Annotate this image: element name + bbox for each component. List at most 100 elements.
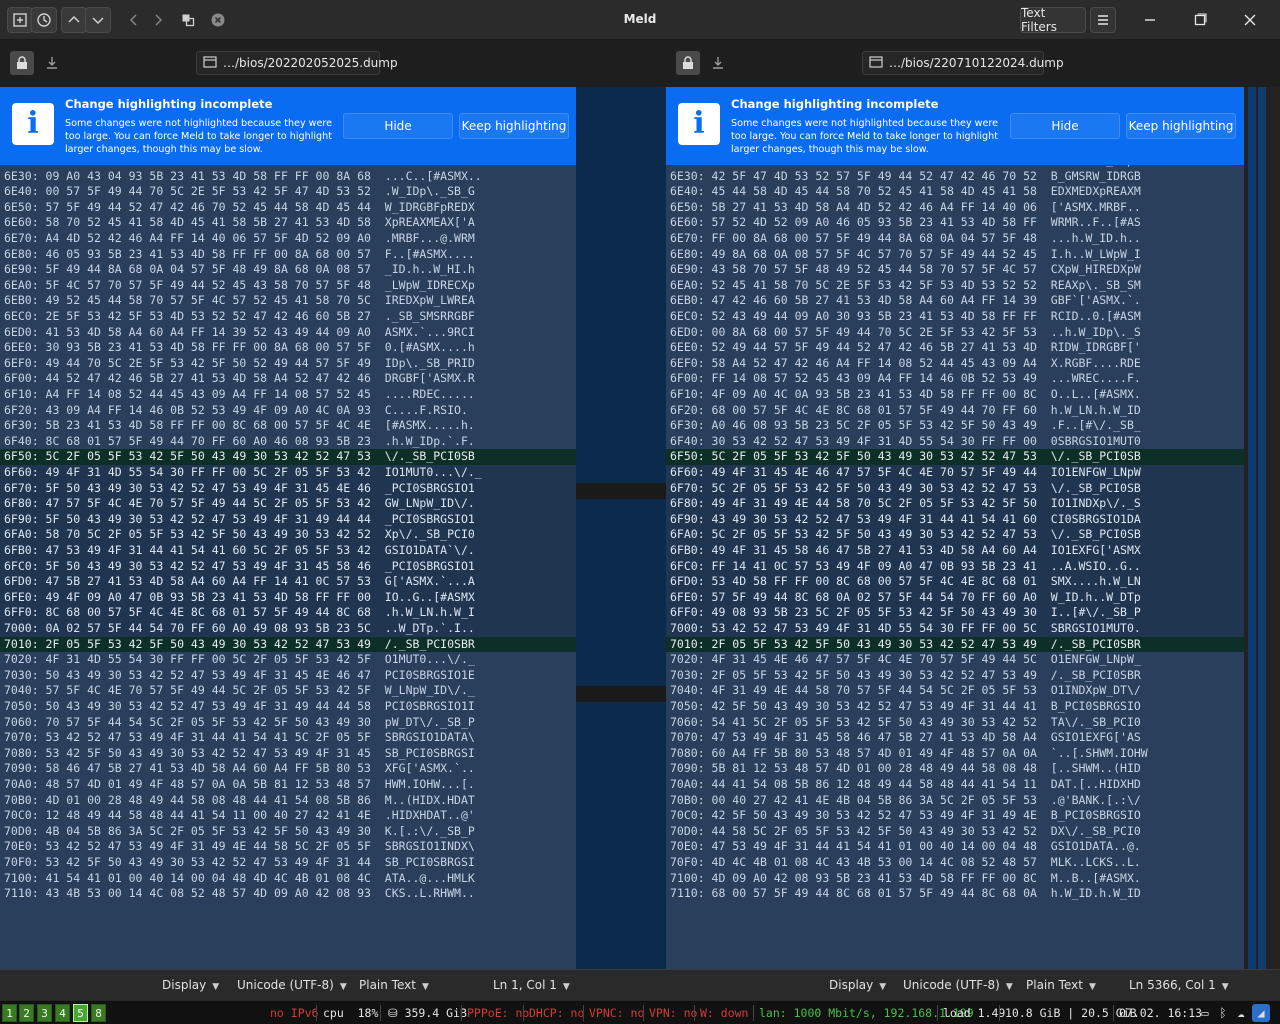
hex-line: 6ED0: 00 8A 68 00 57 5F 49 44 70 5C 2E 5…	[670, 324, 1141, 339]
right-position-menu[interactable]: Ln 5366, Col 1 ▼	[1129, 978, 1229, 992]
hex-line: 7060: 54 41 5C 2F 05 5F 53 42 5F 50 43 4…	[670, 714, 1141, 729]
hex-line: 70C0: 12 48 49 44 58 48 44 41 54 11 00 4…	[4, 808, 475, 823]
left-file-path-text: …/bios/202202052025.dump	[223, 56, 398, 70]
right-syntax-menu[interactable]: Plain Text ▼	[1026, 978, 1096, 992]
hex-line: 70F0: 53 42 5F 50 43 49 30 53 42 52 47 5…	[4, 855, 475, 869]
hex-line: 6E80: 49 8A 68 0A 08 57 5F 4C 57 70 57 5…	[670, 246, 1141, 261]
keep-highlighting-button[interactable]: Keep highlighting	[1126, 113, 1236, 139]
diff-overview-scrollbar[interactable]	[1244, 87, 1280, 969]
chevron-left-icon[interactable]	[121, 7, 147, 33]
hex-line: 7070: 53 42 52 47 53 49 4F 31 44 41 54 4…	[4, 730, 475, 745]
load-average: load 1.49	[943, 1006, 1006, 1020]
hex-line: 6F80: 47 57 5F 4C 4E 70 57 5F 49 44 5C 2…	[0, 496, 576, 512]
save-icon[interactable]	[40, 51, 64, 75]
ipv6-status: no IPv6	[270, 1006, 319, 1020]
vpn-status: VPN: no	[649, 1006, 698, 1020]
hex-line: 7090: 58 46 47 5B 27 41 53 4D 58 A4 60 A…	[4, 761, 475, 776]
right-encoding-menu[interactable]: Unicode (UTF-8) ▼	[903, 978, 1013, 992]
hex-line: 6F40: 30 53 42 52 47 53 49 4F 31 4D 55 5…	[670, 433, 1141, 448]
chevron-down-icon[interactable]	[85, 7, 111, 33]
workspace-3[interactable]: 3	[37, 1004, 52, 1022]
recent-history-icon[interactable]	[31, 7, 57, 33]
workspace-4[interactable]: 4	[55, 1004, 70, 1022]
message-tray-icon[interactable]: ▭	[1201, 1006, 1209, 1020]
network-manager-icon[interactable]: ◢	[1252, 1004, 1270, 1022]
hex-line: 6E80: 46 05 93 5B 23 41 53 4D 58 FF FF 0…	[4, 246, 475, 261]
hamburger-menu-icon[interactable]	[1090, 7, 1116, 33]
chevron-up-icon[interactable]	[61, 7, 87, 33]
hex-line: 6F30: A0 46 08 93 5B 23 5C 2F 05 5F 53 4…	[670, 418, 1141, 433]
hex-line: 7110: 68 00 57 5F 49 44 8C 68 01 57 5F 4…	[670, 886, 1141, 901]
hex-line: 6FC0: FF 14 41 0C 57 53 49 4F 09 A0 47 0…	[666, 558, 1244, 575]
chevron-down-icon: ▼	[1005, 982, 1013, 992]
hide-button[interactable]: Hide	[343, 113, 453, 139]
left-position-menu[interactable]: Ln 1, Col 1 ▼	[493, 978, 570, 992]
left-hex-pane[interactable]: 6E20: 52 42 46 0A 04 4D 45 41 58 14 4D 0…	[0, 87, 576, 969]
hex-line: 70D0: 4B 04 5B 86 3A 5C 2F 05 5F 53 42 5…	[4, 823, 475, 838]
banner-title: Change highlighting incomplete	[65, 97, 273, 111]
chevron-down-icon: ▼	[1088, 982, 1096, 992]
maximize-icon[interactable]	[1187, 7, 1213, 33]
hex-line: 6F80: 49 4F 31 49 4E 44 58 70 5C 2F 05 5…	[666, 496, 1244, 512]
minimize-icon[interactable]	[1137, 7, 1163, 33]
hex-line: 7040: 57 5F 4C 4E 70 57 5F 49 44 5C 2F 0…	[4, 683, 475, 698]
link-map[interactable]	[576, 87, 667, 969]
banner-message: Some changes were not highlighted becaus…	[731, 118, 999, 155]
copy-icon[interactable]	[175, 7, 201, 33]
hex-line: 6FC0: 5F 50 43 49 30 53 42 52 47 53 49 4…	[0, 558, 576, 575]
position-label: Ln 5366, Col 1	[1129, 978, 1216, 992]
hex-line: 6E90: 43 58 70 57 5F 48 49 52 45 44 58 7…	[670, 262, 1141, 277]
hex-line: 6E40: 45 44 58 4D 45 44 58 70 52 45 41 5…	[670, 184, 1141, 199]
text-filters-button[interactable]: Text Filters	[1020, 6, 1086, 34]
workspace-8[interactable]: 8	[91, 1004, 106, 1022]
lock-icon[interactable]	[10, 51, 34, 75]
left-info-banner: i Change highlighting incomplete Some ch…	[0, 87, 576, 165]
hex-line: 6E60: 57 52 4D 52 09 A0 46 05 93 5B 23 4…	[670, 215, 1141, 230]
right-file-path-text: …/bios/220710122024.dump	[889, 56, 1064, 70]
left-syntax-menu[interactable]: Plain Text ▼	[359, 978, 429, 992]
stop-icon[interactable]	[205, 7, 231, 33]
date-time: 07.02. 16:13	[1119, 1006, 1203, 1020]
hex-line: 70E0: 53 42 52 47 53 49 4F 31 49 4E 44 5…	[4, 839, 475, 854]
cloud-icon[interactable]: ☁	[1237, 1006, 1245, 1020]
keep-highlighting-button[interactable]: Keep highlighting	[459, 113, 569, 139]
chevron-down-icon: ▼	[562, 982, 570, 992]
workspace-1[interactable]: 1	[2, 1004, 17, 1022]
bluetooth-icon[interactable]: ᛒ	[1219, 1006, 1227, 1020]
lock-icon[interactable]	[676, 51, 700, 75]
hide-button[interactable]: Hide	[1010, 113, 1120, 139]
left-display-menu[interactable]: Display ▼	[162, 978, 219, 992]
hex-line: 7030: 2F 05 5F 53 42 5F 50 43 49 30 53 4…	[670, 667, 1141, 682]
info-icon: i	[678, 103, 720, 145]
chevron-right-icon[interactable]	[145, 7, 171, 33]
new-comparison-icon[interactable]	[7, 7, 33, 33]
save-icon[interactable]	[706, 51, 730, 75]
hex-line: 6EC0: 52 43 49 44 09 A0 30 93 5B 23 41 5…	[670, 309, 1141, 323]
hex-line: 6E50: 57 5F 49 44 52 47 42 46 70 52 45 4…	[4, 199, 475, 214]
hex-line: 6E50: 5B 27 41 53 4D 58 A4 4D 52 42 46 A…	[670, 199, 1141, 214]
lan-status: lan: 1000 Mbit/s, 192.168.1.199	[759, 1006, 974, 1020]
pppoe-status: PPPoE: no	[467, 1006, 530, 1020]
hex-line: 7040: 4F 31 49 4E 44 58 70 57 5F 44 54 5…	[670, 683, 1141, 698]
workspace-2[interactable]: 2	[19, 1004, 34, 1022]
right-file-path[interactable]: …/bios/220710122024.dump	[862, 51, 1064, 75]
hex-line: 6FD0: 47 5B 27 41 53 4D 58 A4 60 A4 FF 1…	[0, 574, 576, 590]
hex-line: 6E30: 09 A0 43 04 93 5B 23 41 53 4D 58 F…	[4, 168, 482, 183]
vpnc-status: VPNC: no	[589, 1006, 645, 1020]
hex-line: 6F10: 4F 09 A0 4C 0A 93 5B 23 41 53 4D 5…	[670, 387, 1141, 401]
right-display-menu[interactable]: Display ▼	[829, 978, 886, 992]
hex-line: 6F40: 8C 68 01 57 5F 49 44 70 FF 60 A0 4…	[4, 433, 475, 448]
hex-line-separator: 6F50: 5C 2F 05 5F 53 42 5F 50 43 49 30 5…	[0, 449, 576, 465]
hex-line: 6F70: 5F 50 43 49 30 53 42 52 47 53 49 4…	[0, 480, 576, 497]
workspace-5[interactable]: 5	[73, 1004, 88, 1022]
hex-line: 7100: 4D 09 A0 42 08 93 5B 23 41 53 4D 5…	[670, 870, 1141, 885]
right-hex-pane[interactable]: 6E20: 58 FF FF 00 8A 68 00 57 5F 49 44 7…	[666, 87, 1244, 969]
left-file-path[interactable]: …/bios/202202052025.dump	[196, 51, 398, 75]
left-encoding-menu[interactable]: Unicode (UTF-8) ▼	[237, 978, 347, 992]
hex-line: 6E70: FF 00 8A 68 00 57 5F 49 44 8A 68 0…	[670, 231, 1141, 245]
close-icon[interactable]	[1237, 7, 1263, 33]
disk-icon: ⛁	[388, 1006, 405, 1020]
hex-line-separator: 7010: 2F 05 5F 53 42 5F 50 43 49 30 53 4…	[666, 636, 1244, 653]
hex-line: 6F20: 68 00 57 5F 4C 4E 8C 68 01 57 5F 4…	[670, 402, 1141, 417]
hex-line: 7100: 41 54 41 01 00 40 14 00 04 48 4D 4…	[4, 870, 475, 885]
